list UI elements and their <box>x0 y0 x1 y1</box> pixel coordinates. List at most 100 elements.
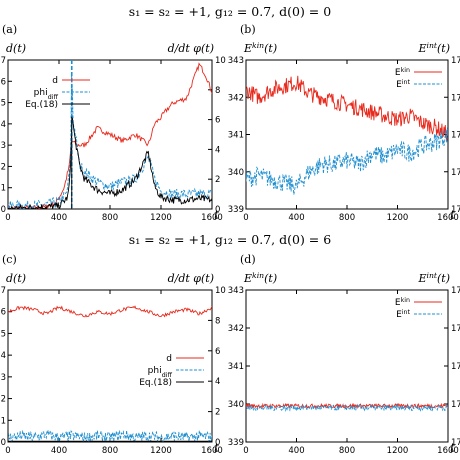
x-tick-label: 800 <box>339 213 355 223</box>
y-tick-label-right: 2 <box>215 175 220 185</box>
x-tick-label: 1200 <box>387 446 409 456</box>
x-tick-label: 400 <box>288 446 304 456</box>
legend-label: Eq.(18) <box>139 378 172 388</box>
xlabel: t <box>214 208 219 222</box>
series-line <box>8 117 212 209</box>
y-tick-label-left: 342 <box>228 324 244 334</box>
legend-label: d <box>166 354 172 364</box>
y-tick-label-left: 4 <box>1 120 6 130</box>
ylabel-right: Eint(t) <box>417 41 450 56</box>
y-tick-label-left: 7 <box>1 286 6 296</box>
ylabel-left: d(t) <box>6 272 26 285</box>
series-line <box>246 127 448 195</box>
legend-label: Eq.(18) <box>25 100 58 110</box>
x-tick-label: 0 <box>5 446 10 456</box>
ylabel-left: d(t) <box>6 42 26 55</box>
y-tick-label-left: 5 <box>1 329 6 339</box>
y-tick-label-left: 6 <box>1 308 6 318</box>
x-tick-label: 1200 <box>150 213 172 223</box>
legend-label: d <box>52 76 58 86</box>
x-tick-label: 1200 <box>387 213 409 223</box>
y-tick-label-left: 0 <box>1 438 6 448</box>
y-tick-label-right: 0 <box>215 438 220 448</box>
y-tick-label-right: 8 <box>215 316 220 326</box>
y-tick-label-left: 3 <box>1 141 6 151</box>
panel-label: (c) <box>2 253 17 266</box>
y-tick-label-right: 17021 <box>451 362 460 372</box>
legend-label: phidiff <box>34 88 59 101</box>
x-tick-label: 1600 <box>437 213 459 223</box>
x-tick-label: 1600 <box>437 446 459 456</box>
x-tick-label: 1600 <box>201 213 223 223</box>
y-tick-label-left: 6 <box>1 77 6 87</box>
xlabel: t <box>450 441 455 455</box>
x-tick-label: 400 <box>51 446 67 456</box>
header-top: s₁ = s₂ = +1, g₁₂ = 0.7, d(0) = 0 <box>129 4 331 19</box>
y-tick-label-right: 17019 <box>451 438 460 448</box>
y-tick-label-left: 341 <box>228 362 244 372</box>
y-tick-label-left: 339 <box>228 438 244 448</box>
y-tick-label-left: 341 <box>228 131 244 141</box>
y-tick-label-right: 8 <box>215 86 220 96</box>
x-tick-label: 1600 <box>201 446 223 456</box>
series-line <box>8 429 212 442</box>
panel-label: (a) <box>2 23 17 36</box>
y-tick-label-right: 17019 <box>451 205 460 215</box>
panel-label: (d) <box>240 253 256 266</box>
y-tick-label-left: 0 <box>1 205 6 215</box>
y-tick-label-left: 2 <box>1 162 6 172</box>
ylabel-right: d/dt φ(t) <box>168 42 214 55</box>
series-line <box>246 403 448 412</box>
x-tick-label: 400 <box>288 213 304 223</box>
panel-d: (d) Ekin(t) Eint(t) t 0 400 800 1200 1600 339 340 3… <box>228 253 460 456</box>
legend-label: phidiff <box>148 366 173 379</box>
xlabel: t <box>214 441 219 455</box>
plot-frame <box>7 289 213 443</box>
y-tick-label-right: 17022 <box>451 324 460 334</box>
series-line <box>8 62 212 209</box>
xlabel: t <box>450 208 455 222</box>
ylabel-right: d/dt φ(t) <box>168 272 214 285</box>
panel-a: (a)d(t) d/dt φ(t)t0 400 800 1200 160001234567… <box>1 23 226 223</box>
y-tick-label-right: 17022 <box>451 93 460 103</box>
y-tick-label-left: 2 <box>1 395 6 405</box>
y-tick-label-right: 10 <box>215 286 226 296</box>
x-tick-label: 800 <box>102 213 118 223</box>
y-tick-label-right: 6 <box>215 347 220 357</box>
y-tick-label-right: 17020 <box>451 168 460 178</box>
y-tick-label-left: 7 <box>1 56 6 66</box>
y-tick-label-left: 1 <box>1 416 6 426</box>
y-tick-label-left: 3 <box>1 373 6 383</box>
ylabel-left: Ekin(t) <box>243 271 277 286</box>
x-tick-label: 0 <box>243 446 248 456</box>
y-tick-label-left: 343 <box>228 56 244 66</box>
ylabel-left: Ekin(t) <box>243 41 277 56</box>
x-tick-label: 0 <box>243 213 248 223</box>
x-tick-label: 800 <box>102 446 118 456</box>
y-tick-label-right: 17023 <box>451 286 460 296</box>
y-tick-label-right: 6 <box>215 116 220 126</box>
y-tick-label-left: 339 <box>228 205 244 215</box>
y-tick-label-left: 342 <box>228 93 244 103</box>
panel-label: (b) <box>240 23 256 36</box>
y-tick-label-left: 343 <box>228 286 244 296</box>
series-line <box>8 305 212 318</box>
x-tick-label: 1200 <box>150 446 172 456</box>
y-tick-label-right: 10 <box>215 56 226 66</box>
y-tick-label-right: 4 <box>215 377 220 387</box>
legend-label: Ekin <box>395 67 410 79</box>
y-tick-label-right: 17021 <box>451 131 460 141</box>
x-tick-label: 800 <box>339 446 355 456</box>
header-bottom: s₁ = s₂ = +1, g₁₂ = 0.7, d(0) = 6 <box>129 232 331 247</box>
y-tick-label-left: 5 <box>1 99 6 109</box>
y-tick-label-left: 1 <box>1 184 6 194</box>
legend-label: Eint <box>396 79 410 91</box>
panel-b: (b) Ekin(t) Eint(t) t 0 400 800 1200 1600 339 340 3… <box>228 23 460 223</box>
plot-frame <box>245 289 449 443</box>
x-tick-label: 400 <box>51 213 67 223</box>
y-tick-label-left: 340 <box>228 400 244 410</box>
x-tick-label: 0 <box>5 213 10 223</box>
series-line <box>246 75 448 142</box>
y-tick-label-right: 0 <box>215 205 220 215</box>
